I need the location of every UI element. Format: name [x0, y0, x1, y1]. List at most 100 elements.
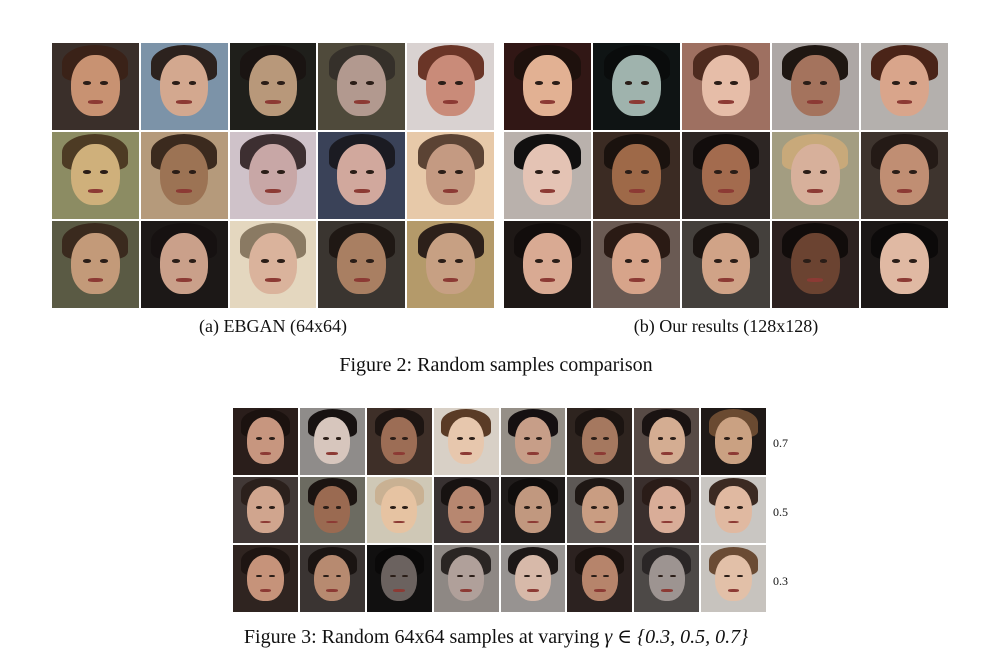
subcaption-our-results: (b) Our results (128x128): [633, 316, 819, 336]
face-mouth: [442, 278, 459, 282]
face-mouth: [527, 589, 539, 592]
face-head: [447, 417, 485, 464]
gamma-sample-image: [500, 408, 566, 475]
face-eye: [349, 259, 358, 263]
ebgan-sample-image: [52, 43, 139, 130]
face-eye: [390, 505, 396, 509]
face-head: [523, 55, 572, 117]
face-head: [715, 417, 752, 464]
face-eye: [802, 259, 811, 263]
our-results-sample-image: [504, 221, 592, 308]
face-eye: [454, 259, 463, 263]
our-results-sample-image: [860, 132, 948, 219]
face-mouth: [718, 189, 734, 193]
gamma-sample-image: [366, 545, 432, 612]
face-head: [715, 554, 752, 602]
face-head: [514, 417, 552, 464]
gamma-sample-image: [433, 545, 499, 612]
face-eye: [624, 259, 633, 263]
face-head: [612, 144, 662, 206]
face-eye: [438, 81, 447, 85]
face-head: [159, 55, 209, 117]
ebgan-sample-grid: [52, 43, 494, 308]
gamma-sample-image: [701, 476, 766, 544]
face-eye: [438, 170, 447, 174]
face-eye: [402, 574, 409, 578]
face-eye: [657, 437, 664, 440]
face-mouth: [87, 278, 104, 282]
face-eye: [349, 170, 358, 174]
face-mouth: [259, 589, 272, 592]
face-mouth: [660, 451, 673, 455]
face-mouth: [593, 520, 606, 524]
face-mouth: [87, 100, 104, 104]
face-mouth: [460, 520, 472, 524]
our-results-sample-image: [504, 43, 592, 130]
face-eye: [469, 574, 476, 578]
face-mouth: [660, 589, 673, 592]
figure-2-caption: Figure 2: Random samples comparison: [339, 354, 653, 376]
face-head: [71, 233, 120, 295]
face-eye: [669, 437, 676, 440]
face-eye: [535, 170, 544, 174]
gamma-row-label-0.7: 0.7: [773, 436, 788, 450]
face-head: [790, 144, 840, 206]
face-head: [314, 554, 351, 602]
face-eye: [277, 170, 286, 174]
face-head: [581, 554, 618, 602]
face-mouth: [442, 100, 459, 104]
face-mouth: [727, 451, 740, 455]
face-mouth: [326, 451, 339, 455]
face-eye: [736, 437, 743, 440]
face-head: [337, 233, 387, 295]
face-eye: [456, 574, 463, 578]
face-eye: [669, 574, 676, 578]
subcaption-ebgan: (a) EBGAN (64x64): [199, 316, 347, 336]
face-head: [71, 144, 120, 206]
face-eye: [892, 81, 901, 85]
face-head: [523, 144, 572, 206]
face-eye: [736, 574, 743, 578]
face-eye: [256, 574, 263, 578]
gamma-sample-image: [433, 476, 499, 544]
face-eye: [335, 574, 342, 578]
face-mouth: [393, 589, 406, 592]
face-mouth: [265, 189, 281, 193]
face-head: [314, 485, 351, 533]
gamma-sample-image: [567, 408, 633, 475]
gamma-sample-image: [366, 408, 432, 475]
face-eye: [641, 170, 649, 174]
face-head: [879, 233, 929, 295]
face-eye: [99, 259, 108, 263]
face-eye: [268, 505, 275, 509]
gamma-sample-image: [500, 476, 566, 544]
face-mouth: [527, 520, 539, 524]
face-eye: [268, 574, 275, 578]
face-mouth: [326, 589, 339, 592]
face-eye: [624, 81, 633, 85]
face-head: [314, 417, 351, 464]
face-head: [337, 144, 387, 206]
face-eye: [366, 170, 374, 174]
gamma-sample-image: [701, 408, 766, 475]
face-mouth: [896, 100, 913, 104]
face-eye: [83, 81, 92, 85]
face-eye: [551, 259, 560, 263]
face-head: [426, 55, 475, 117]
face-head: [790, 233, 840, 295]
face-mouth: [527, 451, 539, 455]
face-eye: [819, 81, 828, 85]
face-eye: [260, 259, 269, 263]
face-mouth: [259, 451, 272, 455]
face-head: [612, 55, 662, 117]
our-results-sample-image: [771, 43, 859, 130]
our-results-sample-image: [682, 43, 770, 130]
face-eye: [713, 81, 722, 85]
face-head: [247, 417, 284, 464]
figure-3-caption-math: γ ∈ {0.3, 0.5, 0.7}: [604, 626, 749, 648]
face-eye: [730, 170, 739, 174]
face-eye: [724, 574, 731, 578]
gamma-sample-image: [567, 545, 633, 612]
face-mouth: [593, 451, 606, 455]
gamma-sample-image: [701, 545, 766, 612]
